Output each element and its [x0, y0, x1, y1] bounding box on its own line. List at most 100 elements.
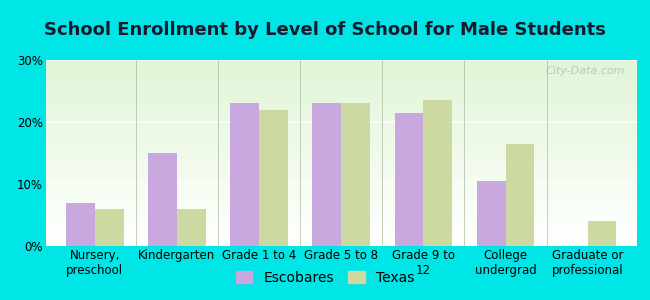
Bar: [46, 95, 637, 97]
Bar: [46, 77, 637, 79]
Bar: [313, 103, 341, 246]
Text: School Enrollment by Level of School for Male Students: School Enrollment by Level of School for…: [44, 21, 606, 39]
Bar: [46, 97, 637, 99]
Bar: [46, 60, 637, 62]
Bar: [46, 88, 637, 90]
Bar: [46, 179, 637, 181]
Bar: [46, 80, 637, 82]
Bar: [46, 157, 637, 159]
Bar: [46, 164, 637, 166]
Bar: [46, 79, 637, 80]
Bar: [46, 233, 637, 235]
Bar: [46, 172, 637, 173]
Bar: [46, 110, 637, 112]
Bar: [46, 226, 637, 227]
Bar: [46, 69, 637, 71]
Bar: [46, 192, 637, 194]
Bar: [46, 118, 637, 119]
Bar: [46, 101, 637, 103]
Bar: [46, 173, 637, 175]
Bar: [46, 62, 637, 64]
Bar: [46, 224, 637, 226]
Bar: [46, 94, 637, 95]
Bar: [46, 183, 637, 184]
Bar: [46, 235, 637, 237]
Bar: [46, 151, 637, 153]
Bar: [46, 240, 637, 242]
Bar: [46, 73, 637, 75]
Bar: [395, 113, 423, 246]
Bar: [46, 122, 637, 123]
Bar: [46, 123, 637, 125]
Bar: [46, 146, 637, 147]
Bar: [46, 207, 637, 209]
Bar: [341, 103, 370, 246]
Bar: [46, 140, 637, 142]
Bar: [46, 75, 637, 77]
Bar: [46, 153, 637, 155]
Bar: [588, 221, 616, 246]
Bar: [46, 64, 637, 66]
Bar: [46, 84, 637, 86]
Bar: [46, 211, 637, 212]
Bar: [46, 212, 637, 214]
Legend: Escobares, Texas: Escobares, Texas: [230, 265, 420, 290]
Bar: [46, 103, 637, 105]
Bar: [46, 131, 637, 133]
Bar: [46, 66, 637, 68]
Bar: [46, 244, 637, 246]
Bar: [46, 209, 637, 211]
Bar: [46, 201, 637, 203]
Bar: [46, 220, 637, 222]
Bar: [46, 133, 637, 134]
Bar: [46, 190, 637, 192]
Bar: [46, 86, 637, 88]
Bar: [46, 184, 637, 187]
Bar: [423, 100, 452, 246]
Bar: [46, 125, 637, 127]
Bar: [46, 99, 637, 101]
Bar: [46, 187, 637, 188]
Bar: [46, 216, 637, 218]
Bar: [46, 136, 637, 138]
Bar: [46, 147, 637, 149]
Bar: [46, 170, 637, 172]
Bar: [46, 160, 637, 162]
Bar: [66, 202, 95, 246]
Bar: [46, 181, 637, 183]
Bar: [46, 177, 637, 179]
Bar: [46, 106, 637, 108]
Bar: [46, 162, 637, 164]
Bar: [46, 142, 637, 144]
Bar: [46, 105, 637, 106]
Bar: [46, 188, 637, 190]
Bar: [46, 90, 637, 92]
Bar: [46, 205, 637, 207]
Bar: [46, 214, 637, 216]
Bar: [46, 71, 637, 73]
Bar: [46, 92, 637, 94]
Bar: [46, 238, 637, 240]
Bar: [506, 144, 534, 246]
Bar: [46, 168, 637, 170]
Bar: [46, 82, 637, 84]
Bar: [259, 110, 288, 246]
Bar: [46, 166, 637, 168]
Bar: [46, 203, 637, 205]
Bar: [46, 200, 637, 201]
Bar: [46, 227, 637, 229]
Bar: [46, 127, 637, 129]
Bar: [46, 231, 637, 233]
Bar: [46, 108, 637, 110]
Bar: [46, 175, 637, 177]
Bar: [46, 119, 637, 122]
Bar: [46, 218, 637, 220]
Bar: [46, 112, 637, 114]
Bar: [46, 134, 637, 136]
Bar: [46, 68, 637, 69]
Bar: [46, 114, 637, 116]
Bar: [46, 237, 637, 239]
Bar: [46, 129, 637, 131]
Bar: [46, 242, 637, 244]
Bar: [46, 144, 637, 146]
